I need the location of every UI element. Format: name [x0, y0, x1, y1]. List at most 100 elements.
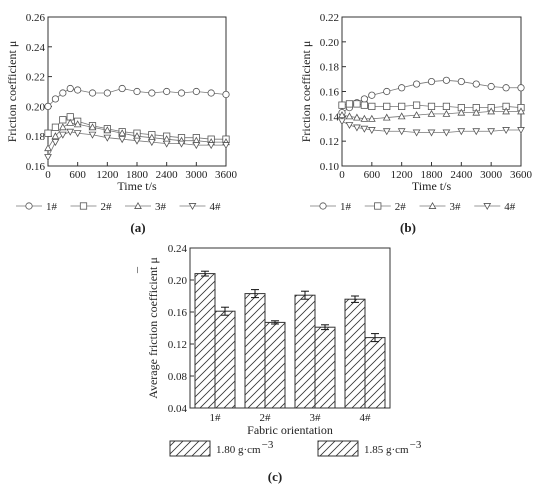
- bar-0-2: [294, 294, 316, 409]
- data-point-2-0: [338, 111, 346, 119]
- data-point-3-4: [73, 130, 82, 138]
- data-point-2-6: [103, 126, 112, 134]
- x-tick-label-4: 2400: [450, 169, 473, 181]
- y-tick-label-3: 0.16: [168, 307, 188, 319]
- data-point-3-6: [103, 134, 112, 142]
- x-tick-label-2: 1200: [391, 169, 414, 181]
- x-tick-label-2: 1200: [96, 169, 119, 181]
- y-tick-label-4: 0.24: [26, 42, 46, 54]
- bar-0-3: [344, 298, 366, 409]
- legend-swatch-1: [317, 440, 359, 457]
- data-point-1-7: [412, 101, 421, 109]
- data-point-3-14: [222, 142, 230, 150]
- data-point-1-2: [59, 116, 67, 124]
- caption-a: (a): [130, 220, 145, 235]
- data-point-2-7: [412, 111, 421, 119]
- data-point-2-7: [118, 129, 127, 137]
- legend-label-3: 4#: [504, 201, 516, 213]
- data-point-3-8: [133, 137, 141, 145]
- x-tick-label-0: 0: [339, 169, 345, 181]
- caption-b: (b): [400, 220, 416, 235]
- y-tick-label-4: 0.20: [168, 275, 188, 287]
- bar-1-1: [264, 321, 286, 409]
- data-point-0-11: [472, 80, 480, 88]
- data-point-2-0: [44, 144, 52, 152]
- y-tick-label-2: 0.12: [168, 339, 187, 351]
- data-point-3-9: [442, 129, 451, 137]
- data-point-3-10: [457, 128, 466, 136]
- legend-swatch-0: [169, 440, 211, 457]
- legend-label-2: 3#: [155, 201, 167, 213]
- x-tick-label-5: 3000: [480, 169, 503, 181]
- data-point-3-14: [517, 127, 525, 135]
- legend-label-1: 2#: [101, 201, 113, 213]
- data-point-2-4: [73, 120, 82, 128]
- y-tick-label-0: 0.10: [320, 161, 340, 173]
- y-tick-label-2: 0.20: [26, 101, 46, 113]
- y-tick-label-3: 0.22: [26, 72, 45, 84]
- plot-frame: [341, 16, 522, 167]
- data-point-1-3: [360, 101, 368, 109]
- x-tick-label-6: 3600: [510, 169, 533, 181]
- data-point-3-5: [88, 131, 97, 139]
- legend-label-2: 3#: [450, 201, 462, 213]
- data-point-2-13: [502, 107, 510, 115]
- data-point-0-9: [148, 89, 156, 97]
- data-point-3-10: [162, 140, 171, 148]
- data-point-2-5: [88, 123, 97, 131]
- data-point-1-6: [398, 102, 406, 110]
- data-point-2-12: [487, 107, 496, 115]
- legend-marker-3: [483, 203, 492, 211]
- legend-marker-3: [188, 203, 197, 211]
- legend-label-1: 2#: [395, 201, 407, 213]
- legend-label-3: 4#: [210, 201, 222, 213]
- data-point-3-0: [338, 118, 346, 126]
- y-axis-label-accent: ¯: [135, 266, 149, 274]
- data-point-1-9: [442, 102, 451, 110]
- data-point-0-4: [74, 86, 82, 94]
- data-point-0-14: [222, 90, 230, 99]
- x-tick-label-4: 2400: [156, 169, 179, 181]
- data-point-1-1: [51, 123, 60, 131]
- data-point-0-10: [457, 77, 465, 86]
- x-tick-label-3: 1800: [421, 169, 444, 181]
- legend-label-0: 1#: [46, 201, 58, 213]
- bar-1-0: [214, 310, 236, 409]
- data-point-0-2: [59, 89, 67, 97]
- data-point-3-12: [487, 128, 496, 136]
- data-point-2-10: [457, 108, 466, 116]
- bar-1-2: [314, 326, 336, 409]
- y-tick-label-1: 0.18: [26, 131, 46, 143]
- bar-1-3: [364, 337, 386, 409]
- legend-label-1: 1.85 g·cm: [364, 444, 409, 456]
- y-tick-label-1: 0.12: [320, 136, 339, 148]
- data-point-1-1: [345, 100, 354, 108]
- data-point-3-4: [367, 127, 376, 135]
- data-point-3-11: [472, 128, 481, 136]
- data-point-0-6: [103, 89, 111, 97]
- data-point-1-2: [353, 100, 361, 108]
- data-point-0-4: [368, 91, 376, 99]
- data-point-3-5: [382, 128, 391, 136]
- data-point-2-3: [360, 114, 369, 122]
- data-point-2-11: [472, 108, 481, 116]
- data-point-3-8: [427, 129, 436, 137]
- legend-exponent-1: −3: [410, 439, 422, 451]
- x-tick-label-1: 600: [69, 169, 86, 181]
- data-point-0-8: [133, 87, 141, 96]
- bar-0-0: [194, 273, 216, 409]
- x-tick-label-0: 1#: [210, 412, 222, 424]
- x-tick-label-3: 1800: [126, 169, 149, 181]
- y-tick-label-5: 0.24: [168, 243, 188, 255]
- data-point-3-7: [412, 129, 421, 137]
- data-point-3-3: [360, 125, 369, 133]
- data-point-3-11: [177, 140, 186, 148]
- data-point-3-1: [345, 122, 354, 130]
- data-point-3-1: [51, 139, 60, 147]
- data-point-0-13: [502, 84, 510, 92]
- data-point-3-13: [207, 142, 216, 150]
- data-point-2-14: [517, 107, 525, 115]
- data-point-0-10: [163, 87, 171, 96]
- x-tick-label-3: 4#: [360, 412, 372, 424]
